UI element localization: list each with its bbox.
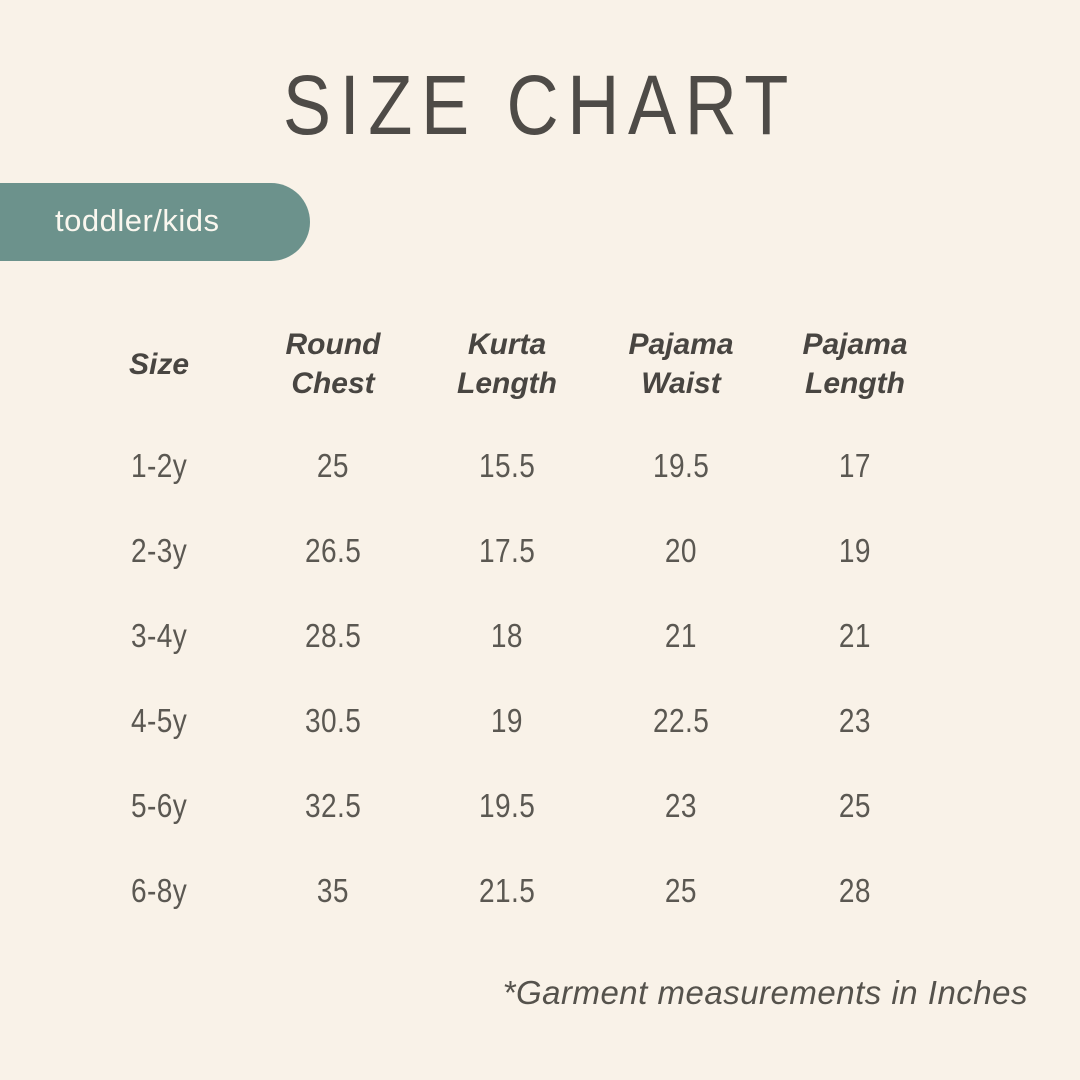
cell-value: 19 — [838, 531, 872, 569]
size-cell: 1-2y — [72, 423, 246, 508]
cell-value: 28.5 — [304, 616, 362, 654]
size-cell: 6-8y — [72, 848, 246, 933]
table-row-4-5y: 4-5y 30.5 19 22.5 23 — [72, 678, 942, 763]
cell-value: 1-2y — [130, 446, 188, 484]
table-header-row: Size Round Chest Kurta Length Pajama Waist P… — [72, 305, 942, 423]
cell-value: 19.5 — [652, 446, 710, 484]
cell-value: 25 — [838, 786, 872, 824]
cell-value: 21.5 — [478, 871, 536, 909]
cell-value: 35 — [316, 871, 350, 909]
table-row-6-8y: 6-8y 35 21.5 25 28 — [72, 848, 942, 933]
table-row-5-6y: 5-6y 32.5 19.5 23 25 — [72, 763, 942, 848]
cell-value: 2-3y — [130, 531, 188, 569]
category-tab-toddler-kids[interactable]: toddler/kids — [0, 183, 310, 261]
column-header-label: Kurta Length — [457, 328, 557, 400]
cell-value: 19 — [490, 701, 524, 739]
measurement-cell: 23 — [594, 763, 768, 848]
cell-value: 21 — [838, 616, 872, 654]
page-title-text: SIZE CHART — [282, 58, 798, 152]
cell-value: 18 — [490, 616, 524, 654]
measurement-cell: 17.5 — [420, 508, 594, 593]
cell-value: 25 — [664, 871, 698, 909]
size-cell: 4-5y — [72, 678, 246, 763]
column-header-pajama-waist: Pajama Waist — [594, 305, 768, 423]
column-header-label: Pajama Length — [802, 328, 908, 400]
measurement-cell: 19.5 — [594, 423, 768, 508]
measurement-cell: 30.5 — [246, 678, 420, 763]
footnote: *Garment measurements in Inches — [503, 974, 1028, 1012]
cell-value: 15.5 — [478, 446, 536, 484]
cell-value: 4-5y — [130, 701, 188, 739]
size-cell: 3-4y — [72, 593, 246, 678]
measurement-cell: 20 — [594, 508, 768, 593]
measurement-cell: 21 — [768, 593, 942, 678]
measurement-cell: 17 — [768, 423, 942, 508]
column-header-round-chest: Round Chest — [246, 305, 420, 423]
column-header-label: Round Chest — [285, 328, 381, 400]
category-tab-label: toddler/kids — [55, 203, 220, 238]
cell-value: 25 — [316, 446, 350, 484]
measurement-cell: 26.5 — [246, 508, 420, 593]
measurement-cell: 25 — [246, 423, 420, 508]
measurement-cell: 19.5 — [420, 763, 594, 848]
table-row-1-2y: 1-2y 25 15.5 19.5 17 — [72, 423, 942, 508]
cell-value: 26.5 — [304, 531, 362, 569]
measurement-cell: 21.5 — [420, 848, 594, 933]
measurement-cell: 15.5 — [420, 423, 594, 508]
size-table: Size Round Chest Kurta Length Pajama Waist P… — [72, 305, 942, 933]
cell-value: 23 — [664, 786, 698, 824]
cell-value: 5-6y — [130, 786, 188, 824]
table-row-3-4y: 3-4y 28.5 18 21 21 — [72, 593, 942, 678]
cell-value: 22.5 — [652, 701, 710, 739]
cell-value: 17.5 — [478, 531, 536, 569]
cell-value: 32.5 — [304, 786, 362, 824]
cell-value: 30.5 — [304, 701, 362, 739]
footnote-text: *Garment measurements in Inches — [502, 974, 1028, 1011]
measurement-cell: 22.5 — [594, 678, 768, 763]
cell-value: 21 — [664, 616, 698, 654]
column-header-size: Size — [72, 305, 246, 423]
measurement-cell: 23 — [768, 678, 942, 763]
table-row-2-3y: 2-3y 26.5 17.5 20 19 — [72, 508, 942, 593]
measurement-cell: 32.5 — [246, 763, 420, 848]
measurement-cell: 28.5 — [246, 593, 420, 678]
cell-value: 28 — [838, 871, 872, 909]
size-cell: 5-6y — [72, 763, 246, 848]
table-body: 1-2y 25 15.5 19.5 17 2-3y 26.5 17.5 20 19 3-4y 28.5… — [72, 423, 942, 933]
cell-value: 19.5 — [478, 786, 536, 824]
measurement-cell: 35 — [246, 848, 420, 933]
size-cell: 2-3y — [72, 508, 246, 593]
column-header-pajama-length: Pajama Length — [768, 305, 942, 423]
column-header-label: Size — [128, 347, 190, 381]
cell-value: 3-4y — [130, 616, 188, 654]
column-header-label: Pajama Waist — [628, 328, 734, 400]
cell-value: 20 — [664, 531, 698, 569]
measurement-cell: 19 — [420, 678, 594, 763]
measurement-cell: 28 — [768, 848, 942, 933]
measurement-cell: 25 — [768, 763, 942, 848]
column-header-kurta-length: Kurta Length — [420, 305, 594, 423]
measurement-cell: 25 — [594, 848, 768, 933]
measurement-cell: 21 — [594, 593, 768, 678]
cell-value: 23 — [838, 701, 872, 739]
cell-value: 17 — [838, 446, 872, 484]
measurement-cell: 18 — [420, 593, 594, 678]
measurement-cell: 19 — [768, 508, 942, 593]
cell-value: 6-8y — [130, 871, 188, 909]
page-title: SIZE CHART — [0, 63, 1080, 147]
